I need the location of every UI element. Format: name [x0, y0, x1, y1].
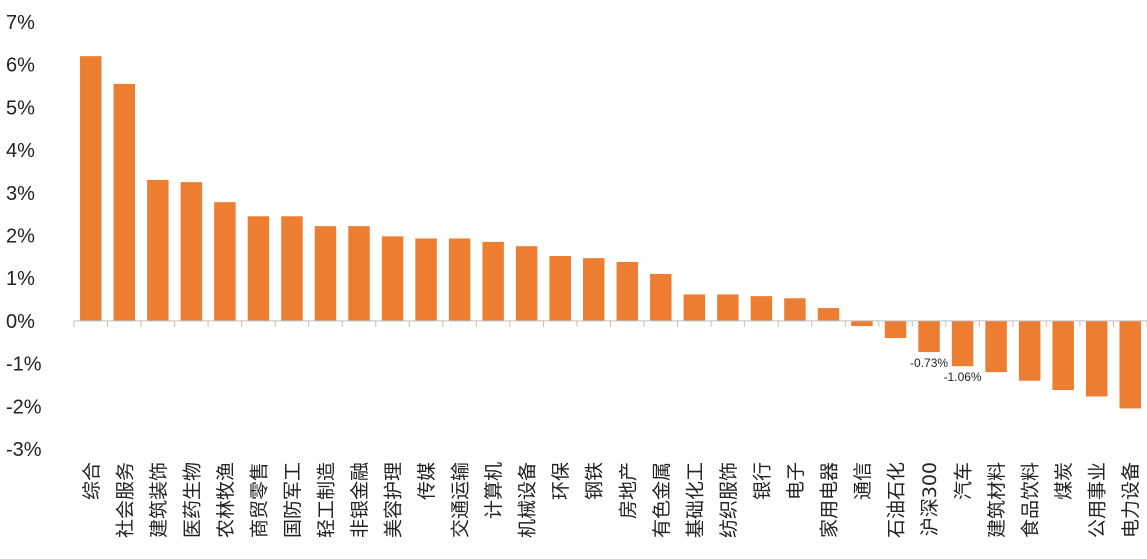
y-tick-label: 2%: [6, 226, 35, 248]
x-axis-category-labels: 综合 社会服务 建筑装饰 医药生物 农林牧渔 商贸零售 国防军工 轻工制造 非银金融 美容护理 传媒…: [81, 462, 1142, 538]
x-category-label: 国防军工: [282, 462, 304, 538]
bar: [482, 241, 504, 321]
x-category-label: 社会服务: [114, 462, 136, 538]
y-tick-label: 6%: [6, 55, 35, 77]
x-category-label: 基础化工: [684, 462, 706, 538]
bar: [1119, 320, 1141, 409]
bar: [616, 261, 638, 321]
y-tick-label: 4%: [6, 140, 35, 162]
y-tick-label: 5%: [6, 97, 35, 119]
y-tick-label: 0%: [6, 311, 35, 333]
x-category-label: 机械设备: [517, 462, 539, 538]
x-category-label: 轻工制造: [315, 462, 337, 538]
bar: [951, 320, 974, 367]
x-category-label: 建筑装饰: [148, 462, 170, 538]
bars: [80, 56, 1141, 409]
x-category-label: 银行: [751, 462, 773, 500]
bar: [214, 202, 236, 321]
bar: [985, 320, 1007, 373]
bar: [549, 256, 571, 321]
x-category-label: 建筑材料: [986, 462, 1008, 538]
bar: [448, 238, 471, 321]
x-category-label: 沪深300: [919, 462, 941, 536]
bar: [918, 320, 940, 353]
bar: [884, 320, 907, 338]
x-category-label: 煤炭: [1053, 462, 1075, 500]
bar: [147, 179, 169, 321]
x-category-label: 通信: [852, 462, 874, 500]
bar: [281, 216, 303, 321]
x-category-label: 房地产: [617, 462, 639, 519]
bar: [348, 226, 370, 321]
x-category-label: 石油石化: [886, 462, 908, 538]
y-tick-label: 1%: [6, 268, 35, 290]
x-category-label: 综合: [81, 462, 103, 500]
data-labels: -0.73%-1.06%: [910, 356, 982, 384]
x-category-label: 医药生物: [181, 462, 203, 538]
x-category-label: 传媒: [416, 462, 438, 500]
x-category-label: 美容护理: [383, 462, 405, 538]
x-category-label: 计算机: [483, 462, 505, 519]
bar: [247, 216, 270, 321]
bar: [817, 308, 840, 321]
bar: [683, 294, 706, 321]
bar: [583, 258, 605, 321]
y-tick-label: 3%: [6, 183, 35, 205]
x-category-label: 非银金融: [349, 462, 371, 538]
x-category-label: 钢铁: [584, 462, 606, 500]
bar: [515, 246, 538, 321]
x-category-label: 家用电器: [818, 462, 840, 538]
x-category-label: 公用事业: [1087, 462, 1109, 538]
x-category-label: 电力设备: [1120, 462, 1142, 538]
y-tick-label: -3%: [6, 439, 42, 461]
y-tick-label: 7%: [6, 12, 35, 34]
bar: [1018, 320, 1041, 381]
bar: [180, 182, 203, 321]
bar: [717, 294, 739, 321]
bar: [1085, 320, 1108, 397]
bar: [381, 236, 404, 321]
bar: [80, 56, 102, 321]
bar: [750, 296, 773, 321]
x-category-label: 有色金属: [651, 462, 673, 538]
bar: [415, 238, 437, 321]
x-category-label: 交通运输: [450, 462, 472, 538]
x-category-label: 食品饮料: [1020, 462, 1042, 538]
y-axis-tick-labels: -3% -2% -1% 0% 1% 2% 3% 4% 5% 6% 7%: [6, 12, 42, 461]
bar: [314, 226, 337, 321]
y-tick-label: -2%: [6, 396, 42, 418]
x-category-label: 纺织服饰: [718, 462, 740, 538]
x-category-label: 汽车: [953, 462, 975, 500]
y-tick-label: -1%: [6, 354, 42, 376]
x-category-label: 农林牧渔: [215, 462, 237, 538]
bar: [784, 298, 806, 321]
bar: [650, 273, 672, 321]
x-category-label: 电子: [785, 462, 807, 500]
x-category-label: 环保: [550, 462, 572, 500]
x-category-label: 商贸零售: [248, 462, 270, 538]
data-label: -1.06%: [944, 370, 982, 384]
data-label: -0.73%: [910, 356, 948, 370]
bar: [1052, 320, 1074, 391]
x-axis-ticks: [73, 320, 1147, 327]
bar: [851, 320, 873, 327]
bar: [113, 83, 136, 321]
